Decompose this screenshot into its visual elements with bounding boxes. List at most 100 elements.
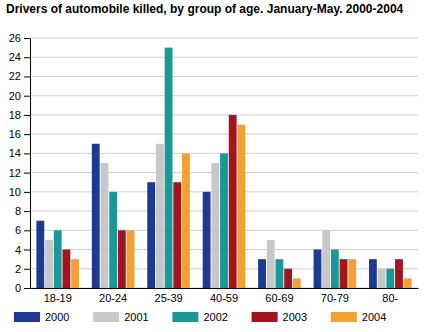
y-tick-label: 18	[9, 109, 21, 121]
bar	[36, 221, 44, 288]
x-tick: 18-19	[44, 288, 72, 304]
chart: Drivers of automobile killed, by group o…	[0, 0, 424, 332]
y-tick-mark	[24, 173, 30, 174]
y-tick-label: 26	[9, 32, 21, 44]
bar	[369, 259, 377, 288]
bar	[331, 250, 339, 288]
y-tick-label: 4	[15, 244, 21, 256]
bar	[267, 240, 275, 288]
legend-swatch	[14, 312, 40, 322]
y-axis-line	[30, 39, 31, 289]
bar	[182, 153, 190, 288]
y-tick: 0	[15, 282, 30, 294]
y-tick: 26	[9, 32, 30, 44]
bar	[340, 259, 348, 288]
x-tick-label: 25-39	[155, 292, 183, 304]
legend-swatch	[93, 312, 119, 322]
y-tick-mark	[24, 96, 30, 97]
legend-item: 2003	[252, 311, 307, 323]
y-tick: 4	[15, 244, 30, 256]
legend-label: 2000	[45, 311, 69, 323]
grid-line	[30, 38, 418, 39]
y-tick-label: 14	[9, 147, 21, 159]
grid-line	[30, 57, 418, 58]
series	[62, 115, 402, 288]
y-tick-label: 24	[9, 51, 21, 63]
y-tick-label: 22	[9, 70, 21, 82]
bar	[62, 250, 70, 288]
bar	[203, 192, 211, 288]
series	[54, 48, 394, 288]
y-tick-label: 20	[9, 90, 21, 102]
x-tick: 70-79	[321, 288, 349, 304]
bar	[220, 153, 228, 288]
x-tick: 20-24	[99, 288, 127, 304]
bar	[71, 259, 79, 288]
y-axis: 02468101214161820222426	[9, 32, 31, 294]
bar	[293, 278, 301, 288]
y-tick-label: 2	[15, 263, 21, 275]
bar	[322, 230, 330, 288]
y-tick-label: 6	[15, 224, 21, 236]
grid-line	[30, 95, 418, 96]
y-tick-mark	[24, 192, 30, 193]
plot: 0246810121416182022242618-1920-2425-3940…	[9, 32, 419, 304]
y-tick-mark	[24, 153, 30, 154]
y-tick: 12	[9, 167, 30, 179]
bar	[54, 230, 62, 288]
legend-label: 2001	[124, 311, 148, 323]
x-tick-label: 80-	[382, 292, 398, 304]
bar	[404, 278, 412, 288]
y-tick: 20	[9, 90, 30, 102]
bar	[45, 240, 53, 288]
y-tick-label: 8	[15, 205, 21, 217]
legend-label: 2004	[362, 311, 386, 323]
y-tick: 2	[15, 263, 30, 275]
series	[45, 144, 385, 288]
legend-swatch	[331, 312, 357, 322]
legend-swatch	[252, 312, 278, 322]
bar	[229, 115, 237, 288]
x-tick: 60-69	[265, 288, 293, 304]
bars	[36, 48, 411, 288]
y-tick-label: 10	[9, 186, 21, 198]
bar	[109, 192, 117, 288]
title: Drivers of automobile killed, by group o…	[6, 2, 404, 16]
bar	[378, 269, 386, 288]
y-tick-mark	[24, 38, 30, 39]
x-tick: 80-	[382, 288, 398, 304]
bar	[92, 144, 100, 288]
y-tick-mark	[24, 76, 30, 77]
legend-label: 2003	[283, 311, 307, 323]
y-tick-label: 12	[9, 167, 21, 179]
grid-line	[30, 114, 418, 115]
bar	[284, 269, 292, 288]
bar	[118, 230, 126, 288]
x-tick-label: 18-19	[44, 292, 72, 304]
legend-item: 2000	[14, 311, 69, 323]
y-tick-label: 16	[9, 128, 21, 140]
y-tick: 24	[9, 51, 30, 63]
legend-swatch	[172, 312, 198, 322]
legend-label: 2002	[203, 311, 227, 323]
x-tick: 25-39	[155, 288, 183, 304]
y-tick: 18	[9, 109, 30, 121]
y-tick: 8	[15, 205, 30, 217]
bar	[395, 259, 403, 288]
y-tick-mark	[24, 230, 30, 231]
y-tick-mark	[24, 269, 30, 270]
y-tick-mark	[24, 288, 30, 289]
bar	[348, 259, 356, 288]
y-tick-label: 0	[15, 282, 21, 294]
x-axis: 18-1920-2425-3940-5960-6970-7980-	[31, 288, 419, 304]
series	[71, 125, 411, 288]
y-tick-mark	[24, 211, 30, 212]
legend-item: 2001	[93, 311, 148, 323]
title-line: Drivers of automobile killed, by group o…	[6, 2, 404, 16]
y-tick: 6	[15, 224, 30, 236]
y-tick-mark	[24, 57, 30, 58]
bar	[165, 48, 173, 288]
x-axis-line	[31, 288, 419, 289]
bar	[147, 182, 155, 288]
bar	[276, 259, 284, 288]
